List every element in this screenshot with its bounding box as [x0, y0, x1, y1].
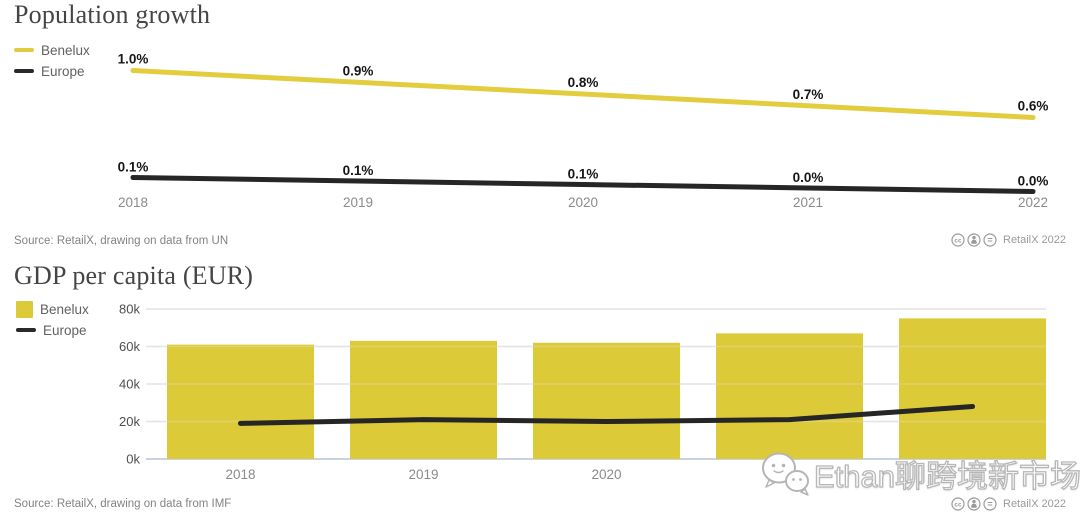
- benelux-series-line: [130, 68, 1036, 120]
- cc-license-icons: [951, 233, 997, 247]
- chart1-legend: Benelux Europe: [14, 42, 90, 79]
- svg-text:0.7%: 0.7%: [793, 87, 824, 102]
- svg-text:60k: 60k: [119, 339, 140, 354]
- svg-text:0.9%: 0.9%: [343, 63, 374, 78]
- svg-text:0k: 0k: [126, 452, 140, 467]
- benelux-line-swatch: [14, 47, 34, 53]
- europe-series-line: [130, 175, 1036, 194]
- svg-text:2018: 2018: [225, 467, 255, 482]
- x-axis-labels: 2018 2019 2020 2021 2022: [118, 195, 1048, 210]
- svg-text:20k: 20k: [119, 414, 140, 429]
- svg-text:1.0%: 1.0%: [118, 52, 149, 67]
- svg-text:2018: 2018: [118, 195, 148, 210]
- svg-text:2020: 2020: [591, 467, 621, 482]
- legend-item-benelux: Benelux: [16, 300, 89, 318]
- population-growth-chart: 1.0% 0.9% 0.8% 0.7% 0.6% 0.1% 0.1% 0.1% 0.0% 0.0%…: [118, 52, 1049, 211]
- svg-text:2022: 2022: [1018, 195, 1048, 210]
- legend-label-europe: Europe: [43, 322, 87, 338]
- chart2-source: Source: RetailX, drawing on data from IM…: [14, 498, 232, 510]
- watermark: Ethan聊跨境新市场: [760, 449, 1080, 497]
- europe-series-line: [238, 404, 975, 426]
- cc-license-icons: [951, 497, 997, 511]
- svg-text:0.1%: 0.1%: [118, 160, 149, 175]
- bar-2019: [350, 340, 497, 459]
- benelux-bar-series: [167, 318, 1046, 459]
- svg-text:2021: 2021: [793, 195, 823, 210]
- bar-2021: [716, 333, 863, 459]
- svg-text:40k: 40k: [119, 377, 140, 392]
- chart1-title: Population growth: [14, 0, 211, 29]
- svg-text:0.0%: 0.0%: [793, 170, 824, 185]
- svg-text:0.0%: 0.0%: [1018, 174, 1049, 189]
- svg-text:0.8%: 0.8%: [568, 75, 599, 90]
- europe-line-swatch: [14, 68, 34, 74]
- chart2-credit: RetailX 2022: [951, 497, 1066, 511]
- wechat-icon: [762, 452, 809, 496]
- legend-label-benelux: Benelux: [41, 42, 90, 58]
- gdp-per-capita-chart: 80k 60k 40k 20k 0k 2018 2019 2020: [119, 302, 1046, 482]
- chart1-credit: RetailX 2022: [951, 233, 1066, 247]
- chart2-credit-label: RetailX 2022: [1003, 498, 1066, 510]
- chart2-legend: Benelux Europe: [16, 300, 89, 338]
- legend-item-europe: Europe: [14, 63, 90, 79]
- legend-label-benelux: Benelux: [40, 301, 89, 317]
- svg-text:2019: 2019: [408, 467, 438, 482]
- chart1-credit-label: RetailX 2022: [1003, 234, 1066, 246]
- bar-2022: [899, 318, 1046, 459]
- benelux-bar-swatch: [16, 300, 33, 318]
- europe-line-swatch: [16, 327, 36, 333]
- legend-item-europe: Europe: [16, 322, 89, 338]
- chart2-title: GDP per capita (EUR): [14, 261, 254, 290]
- svg-text:2019: 2019: [343, 195, 373, 210]
- svg-text:0.1%: 0.1%: [343, 163, 374, 178]
- data-labels: 1.0% 0.9% 0.8% 0.7% 0.6% 0.1% 0.1% 0.1% 0.0% 0.0%: [118, 52, 1049, 189]
- svg-text:80k: 80k: [119, 302, 140, 317]
- bar-2018: [167, 344, 314, 459]
- svg-text:0.6%: 0.6%: [1018, 99, 1049, 114]
- watermark-text: Ethan聊跨境新市场: [813, 458, 1080, 494]
- svg-text:0.1%: 0.1%: [568, 167, 599, 182]
- legend-item-benelux: Benelux: [14, 42, 90, 58]
- bar-2020: [533, 342, 680, 459]
- svg-text:2020: 2020: [568, 195, 598, 210]
- chart1-source: Source: RetailX, drawing on data from UN: [14, 235, 229, 247]
- legend-label-europe: Europe: [41, 63, 85, 79]
- x-axis-labels: 2018 2019 2020: [225, 467, 621, 482]
